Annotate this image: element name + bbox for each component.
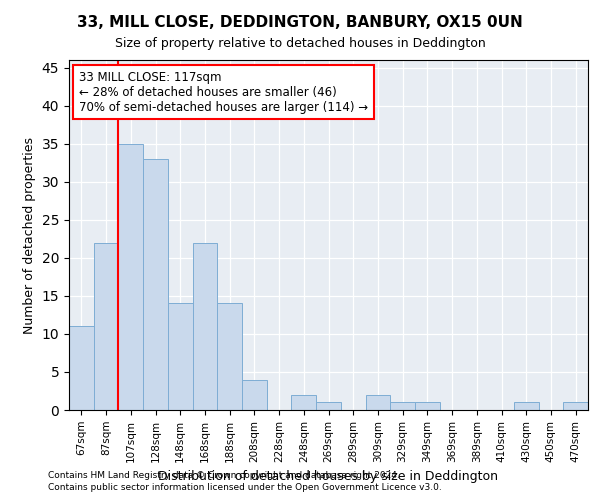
- Bar: [94, 242, 118, 410]
- Bar: [217, 304, 242, 410]
- Bar: [292, 395, 316, 410]
- Bar: [143, 159, 168, 410]
- Bar: [168, 304, 193, 410]
- Y-axis label: Number of detached properties: Number of detached properties: [23, 136, 36, 334]
- Text: Contains public sector information licensed under the Open Government Licence v3: Contains public sector information licen…: [48, 483, 442, 492]
- Text: Contains HM Land Registry data © Crown copyright and database right 2024.: Contains HM Land Registry data © Crown c…: [48, 470, 400, 480]
- Bar: [514, 402, 539, 410]
- Bar: [242, 380, 267, 410]
- Bar: [415, 402, 440, 410]
- Bar: [365, 395, 390, 410]
- Text: Size of property relative to detached houses in Deddington: Size of property relative to detached ho…: [115, 38, 485, 51]
- Bar: [390, 402, 415, 410]
- Text: 33, MILL CLOSE, DEDDINGTON, BANBURY, OX15 0UN: 33, MILL CLOSE, DEDDINGTON, BANBURY, OX1…: [77, 15, 523, 30]
- Bar: [118, 144, 143, 410]
- Text: 33 MILL CLOSE: 117sqm
← 28% of detached houses are smaller (46)
70% of semi-deta: 33 MILL CLOSE: 117sqm ← 28% of detached …: [79, 70, 368, 114]
- Bar: [193, 242, 217, 410]
- Bar: [316, 402, 341, 410]
- X-axis label: Distribution of detached houses by size in Deddington: Distribution of detached houses by size …: [158, 470, 499, 483]
- Bar: [563, 402, 588, 410]
- Bar: [69, 326, 94, 410]
